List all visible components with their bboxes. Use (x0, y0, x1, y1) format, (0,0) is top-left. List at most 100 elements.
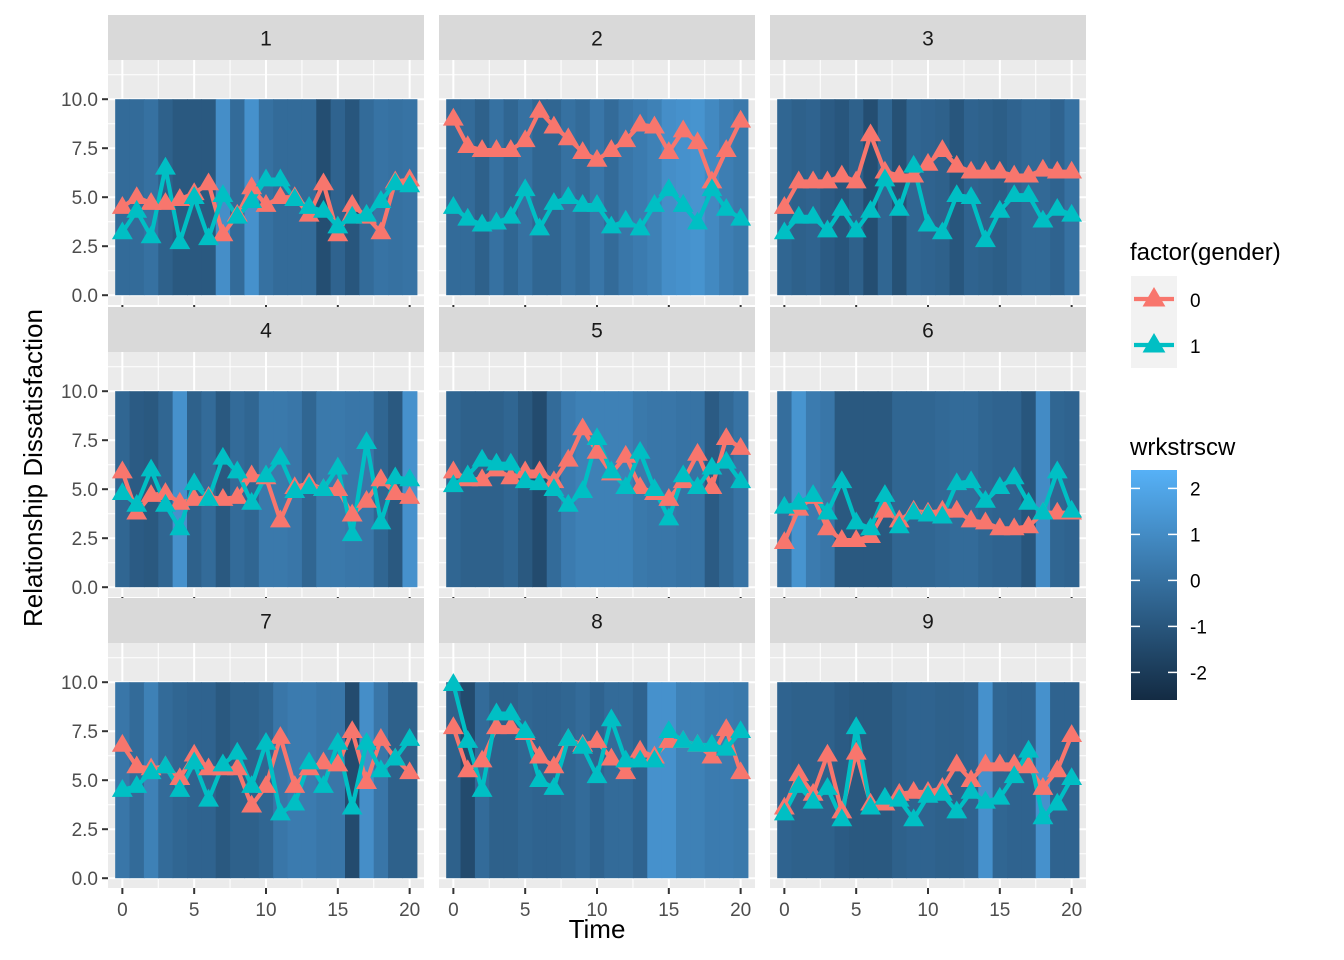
tile (877, 682, 893, 879)
tile (244, 391, 260, 588)
point-gender-0 (486, 716, 507, 735)
point-gender-1 (341, 796, 363, 815)
point-gender-0 (629, 476, 651, 495)
point-gender-1 (255, 464, 277, 483)
tile (690, 99, 706, 296)
tile (719, 391, 735, 588)
point-gender-0 (960, 769, 982, 788)
point-gender-0 (817, 170, 838, 189)
point-gender-0 (370, 221, 392, 240)
tile (820, 391, 836, 588)
tile (805, 99, 821, 296)
point-gender-0 (658, 488, 680, 506)
point-gender-1 (715, 450, 737, 469)
point-gender-1 (543, 192, 565, 210)
tile (661, 682, 677, 879)
point-gender-0 (543, 755, 565, 774)
point-gender-1 (946, 184, 968, 203)
point-gender-1 (672, 194, 694, 212)
point-gender-1 (931, 221, 953, 240)
point-gender-0 (960, 509, 982, 528)
point-gender-1 (1032, 806, 1054, 825)
point-gender-1 (155, 755, 176, 774)
point-gender-0 (845, 741, 867, 760)
point-gender-1 (917, 784, 939, 803)
point-gender-1 (111, 482, 133, 500)
point-gender-1 (888, 788, 910, 807)
point-gender-1 (730, 207, 752, 226)
y-tick-label: 10.0 (61, 382, 98, 403)
point-gender-0 (874, 499, 896, 518)
tile (863, 391, 879, 588)
point-gender-1 (226, 741, 248, 760)
tile (402, 99, 418, 296)
facet-strip (108, 307, 424, 352)
point-gender-1 (687, 733, 708, 752)
tile (892, 682, 908, 879)
point-gender-1 (140, 458, 162, 477)
point-gender-1 (903, 808, 925, 827)
point-gender-0 (788, 763, 810, 782)
point-gender-1 (557, 493, 579, 512)
point-gender-0 (989, 160, 1011, 179)
point-gender-0 (701, 745, 723, 764)
point-gender-1 (903, 501, 925, 520)
point-gender-1 (687, 476, 708, 495)
point-gender-0 (313, 751, 334, 770)
colorbar-tick-label: -2 (1190, 663, 1207, 684)
facet-strip (770, 598, 1086, 643)
point-gender-1 (600, 215, 622, 234)
y-axis-title: Relationship Dissatisfaction (18, 309, 48, 627)
point-gender-1 (600, 460, 622, 479)
point-gender-0 (370, 468, 392, 487)
y-tick-label: 2.5 (72, 237, 98, 258)
point-gender-0 (1046, 160, 1068, 179)
point-gender-0 (831, 164, 853, 183)
point-gender-0 (356, 771, 377, 789)
point-gender-1 (212, 446, 234, 465)
point-gender-0 (126, 186, 148, 205)
tile (474, 99, 490, 296)
x-tick-label: 10 (917, 900, 938, 921)
tile (561, 682, 577, 879)
point-gender-0 (327, 478, 349, 497)
point-gender-1 (241, 190, 263, 208)
point-gender-0 (457, 759, 479, 778)
colorbar-tick-label: -1 (1190, 617, 1207, 638)
point-gender-1 (701, 733, 723, 752)
point-gender-0 (471, 749, 493, 768)
point-gender-1 (140, 225, 162, 244)
x-tick-label: 20 (1061, 900, 1082, 921)
point-gender-1 (1046, 792, 1068, 811)
point-gender-1 (572, 480, 594, 498)
point-gender-1 (255, 168, 277, 187)
point-gender-0 (989, 753, 1011, 772)
tile (978, 99, 994, 296)
point-gender-1 (457, 207, 479, 226)
point-gender-0 (730, 761, 752, 780)
point-gender-1 (140, 761, 162, 780)
point-gender-1 (111, 221, 133, 240)
point-gender-0 (341, 194, 363, 212)
point-gender-1 (284, 792, 306, 811)
point-gender-1 (457, 730, 479, 748)
point-gender-1 (356, 731, 377, 750)
point-gender-1 (989, 786, 1011, 805)
point-gender-0 (341, 720, 363, 739)
legend-wrkstrscw-title: wrkstrscw (1129, 434, 1236, 461)
point-gender-0 (615, 129, 637, 148)
point-gender-0 (600, 139, 622, 157)
facet-7: 7 0.0 2.5 5.0 7.5 10.0 0 5 10 15 20 (61, 598, 424, 921)
point-gender-0 (989, 517, 1011, 536)
facet-strip (770, 15, 1086, 60)
tile (489, 391, 505, 588)
point-gender-1 (658, 178, 680, 197)
tile (1064, 99, 1080, 296)
point-gender-1 (644, 478, 665, 497)
point-gender-1 (845, 716, 867, 735)
x-tick-label: 0 (779, 900, 790, 921)
tile (503, 391, 519, 588)
facet-1: 10.02.55.07.510.0 (61, 15, 424, 310)
facet-strip (439, 15, 755, 60)
point-gender-1 (572, 194, 594, 212)
